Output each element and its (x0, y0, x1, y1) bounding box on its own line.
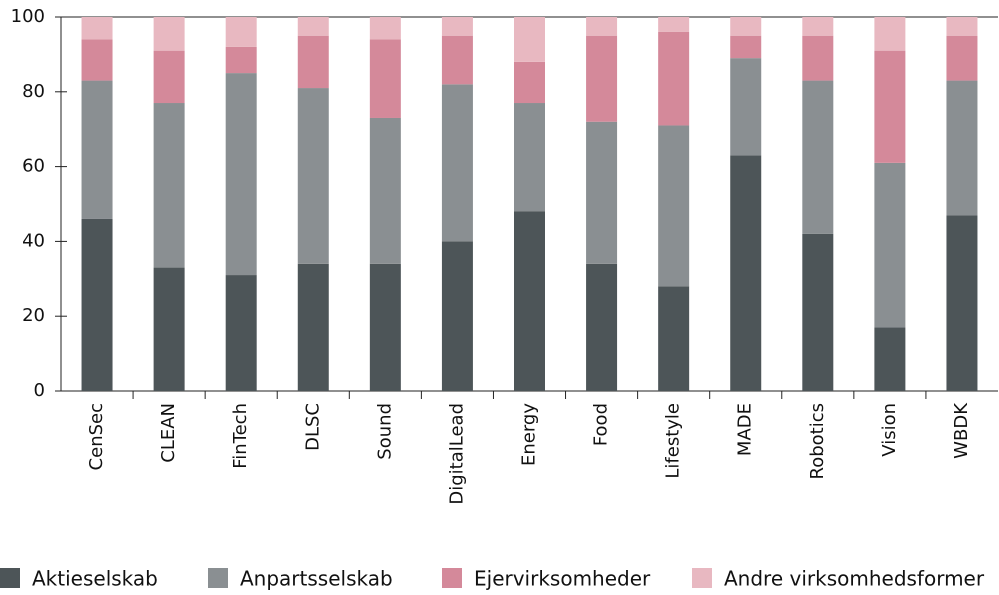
bar-segment (225, 73, 257, 276)
y-tick-label: 80 (22, 81, 45, 102)
bar-segment (730, 35, 762, 59)
legend-label: Andre virksomhedsformer (724, 567, 985, 591)
bar-segment (946, 215, 978, 391)
legend-label: Aktieselskab (32, 567, 158, 591)
bar-segment (874, 327, 906, 391)
bar-segment (730, 58, 762, 156)
legend-label: Ejervirksomheder (474, 567, 651, 591)
x-tick-label: WBDK (951, 402, 972, 459)
bar-segment (225, 275, 257, 391)
bar-segment (225, 46, 257, 74)
bar-segment (802, 80, 834, 234)
bar-segment (730, 155, 762, 391)
legend-label: Anpartsselskab (240, 567, 393, 591)
bar-segment (297, 263, 329, 391)
bar-segment (946, 17, 978, 36)
bar-segment (81, 80, 113, 219)
bar-segment (946, 35, 978, 81)
bar-segment (874, 50, 906, 163)
bar-segment (441, 84, 473, 242)
bar-segment (514, 17, 545, 62)
bar-segment (225, 17, 257, 47)
x-tick-label: CenSec (86, 403, 107, 470)
x-tick-label: Vision (879, 403, 900, 457)
bar-segment (297, 88, 329, 264)
bar-segment (441, 241, 473, 391)
bar-segment (874, 162, 906, 328)
bar-segment (369, 117, 401, 264)
bar-segment (874, 17, 906, 51)
x-tick-label: DLSC (302, 403, 323, 451)
bar-segment (586, 263, 618, 391)
x-tick-label: MADE (735, 403, 756, 456)
legend-swatch (442, 568, 462, 588)
legend-swatch (692, 568, 712, 588)
bar-segment (658, 286, 690, 391)
bar-segment (441, 17, 473, 36)
bar-segment (514, 103, 545, 212)
y-tick-label: 20 (22, 305, 45, 326)
legend-swatch (208, 568, 228, 588)
bar-segment (514, 211, 545, 391)
bar-segment (81, 17, 113, 40)
legend-swatch (0, 568, 20, 588)
bar-segment (153, 17, 185, 51)
x-tick-label: Robotics (807, 403, 828, 479)
bar-segment (802, 17, 834, 36)
y-tick-label: 0 (34, 380, 45, 401)
bar-segment (369, 39, 401, 118)
bar-segment (514, 61, 545, 104)
x-tick-label: CLEAN (158, 403, 179, 463)
bar-segment (946, 80, 978, 216)
y-tick-label: 100 (11, 6, 45, 27)
bar-segment (586, 17, 618, 36)
bar-segment (81, 218, 113, 391)
bar-segment (802, 35, 834, 81)
bar-segment (586, 35, 618, 122)
x-tick-label: Sound (374, 403, 395, 460)
bar-segment (658, 125, 690, 287)
y-tick-label: 40 (22, 230, 45, 251)
bar-segment (153, 267, 185, 391)
bar-segment (802, 233, 834, 391)
bar-segment (441, 35, 473, 85)
x-tick-label: Food (591, 403, 612, 446)
bar-segment (81, 39, 113, 81)
bar-segment (369, 263, 401, 391)
y-tick-label: 60 (22, 156, 45, 177)
bar-segment (153, 50, 185, 104)
x-tick-label: FinTech (230, 403, 251, 469)
bar-segment (369, 17, 401, 40)
bar-segment (658, 17, 690, 32)
x-tick-label: Energy (519, 403, 540, 466)
x-tick-label: Lifestyle (663, 403, 684, 479)
bar-segment (153, 103, 185, 268)
bar-segment (658, 31, 690, 126)
bar-segment (586, 121, 618, 264)
bar-segment (297, 17, 329, 36)
bar-segment (730, 17, 762, 36)
x-tick-label: DigitalLead (446, 403, 467, 505)
bar-segment (297, 35, 329, 89)
